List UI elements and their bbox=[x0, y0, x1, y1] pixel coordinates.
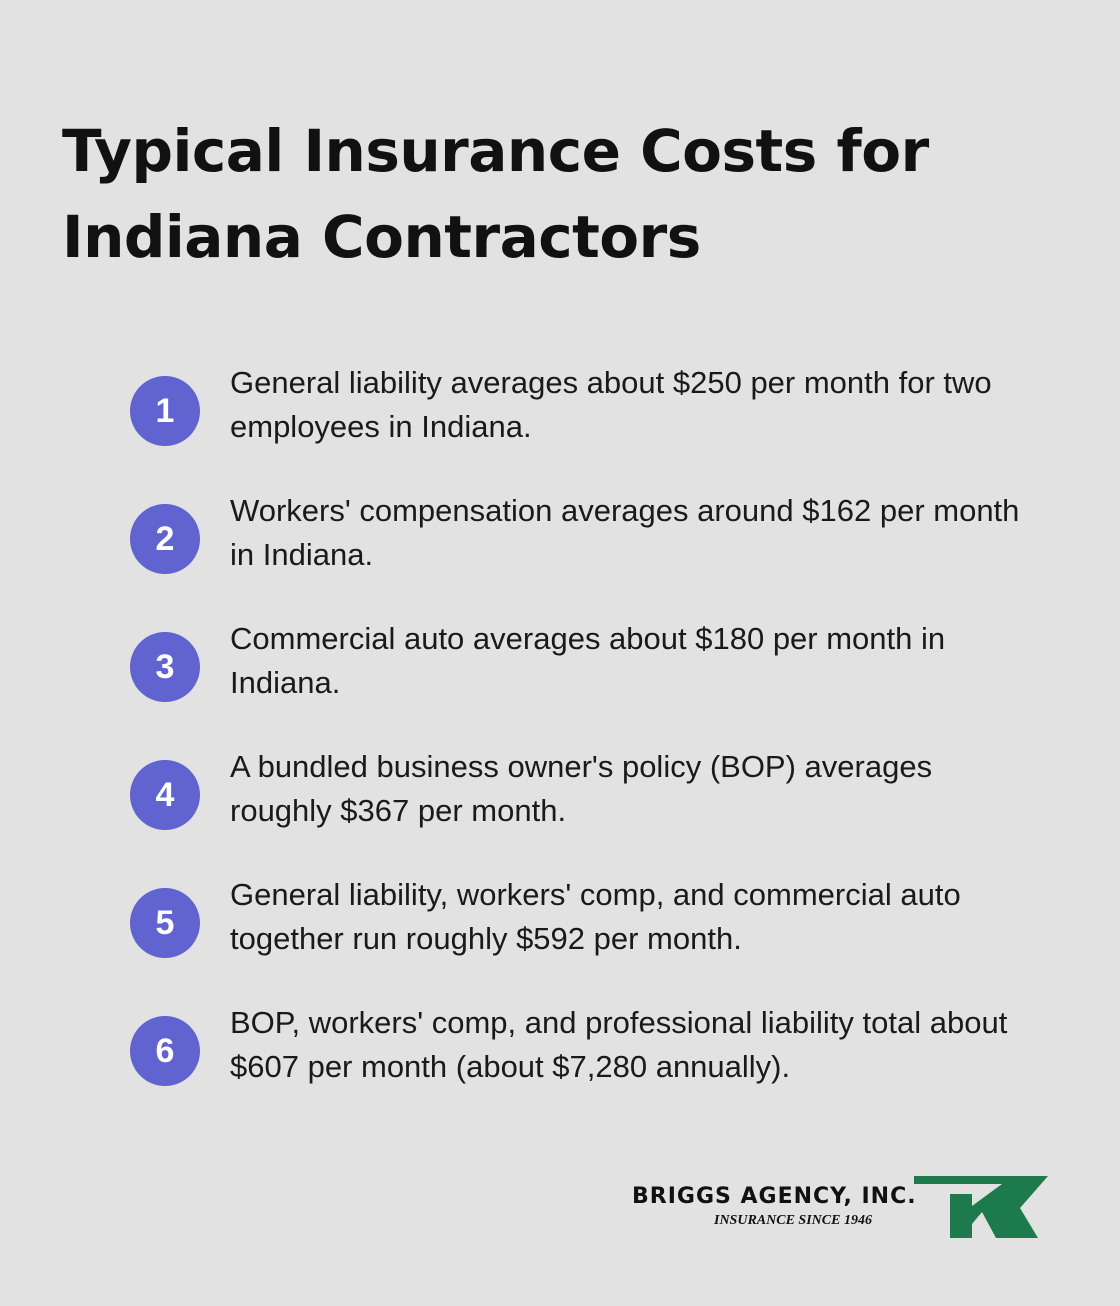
item-text: Workers' compensation averages around $1… bbox=[230, 493, 1020, 572]
item-text: Commercial auto averages about $180 per … bbox=[230, 621, 946, 700]
item-number: 6 bbox=[130, 1016, 200, 1086]
item-number: 1 bbox=[130, 376, 200, 446]
item-number: 3 bbox=[130, 632, 200, 702]
title: Typical Insurance Costs for Indiana Cont… bbox=[62, 117, 929, 271]
item-number: 2 bbox=[130, 504, 200, 574]
list-item: 2 Workers' compensation averages around $… bbox=[130, 493, 1050, 604]
item-text: A bundled business owner's policy (BOP) … bbox=[230, 749, 933, 828]
list-item: 4 A bundled business owner's policy (BOP)… bbox=[130, 749, 1050, 860]
list-item: 3 Commercial auto averages about $180 per… bbox=[130, 621, 1050, 732]
logo-tagline: INSURANCE SINCE 1946 bbox=[714, 1213, 872, 1228]
item-text: BOP, workers' comp, and professional lia… bbox=[230, 1005, 1008, 1084]
item-number: 5 bbox=[130, 888, 200, 958]
item-number: 4 bbox=[130, 760, 200, 830]
logo-shape bbox=[914, 1176, 1048, 1238]
list-item: 6 BOP, workers' comp, and professional li… bbox=[130, 1005, 1050, 1116]
list-item: 5 General liability, workers' comp, and c… bbox=[130, 877, 1050, 988]
item-text: General liability, workers' comp, and co… bbox=[230, 877, 961, 956]
logo-name: BRIGGS AGENCY, INC. bbox=[632, 1184, 917, 1209]
logo-mark bbox=[914, 1176, 1048, 1238]
list-item: 1 General liability averages about $250 p… bbox=[130, 365, 1050, 476]
item-text: General liability averages about $250 pe… bbox=[230, 365, 992, 444]
